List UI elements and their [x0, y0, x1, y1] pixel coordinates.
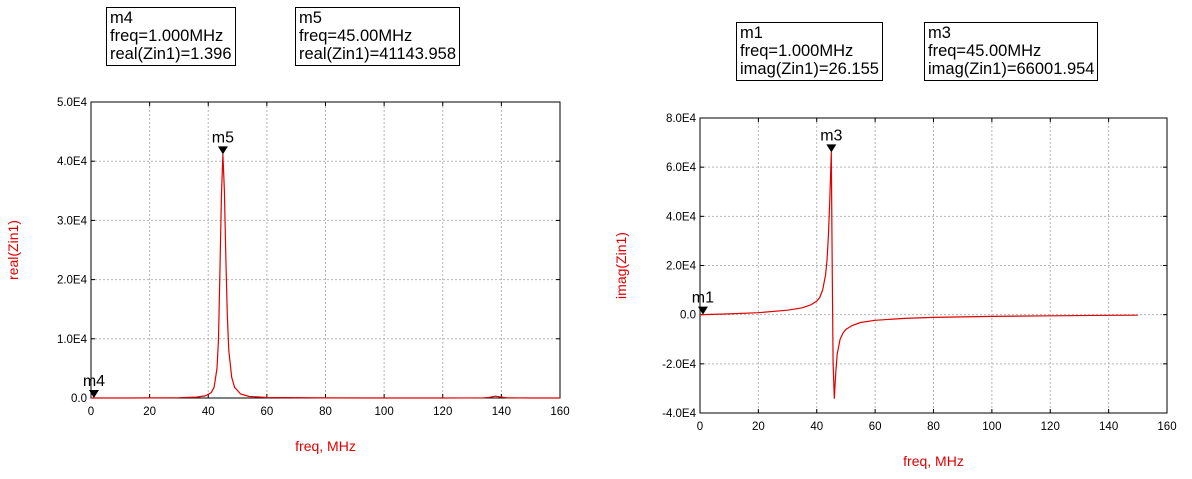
chart-2-x-tick-label: 40: [810, 421, 823, 433]
chart-1-x-axis-title: freq, MHz: [295, 438, 356, 454]
marker-freq: freq=45.00MHz: [299, 27, 413, 45]
chart-1-y-tick-label: 3.0E4: [57, 215, 88, 227]
chart-2-x-tick-label: 160: [1157, 421, 1176, 433]
marker-value: real(Zin1)=1.396: [110, 45, 232, 63]
chart-1-series-line: [91, 153, 560, 399]
chart-1-x-tick-label: 100: [375, 406, 394, 418]
chart-1-x-tick-label: 0: [88, 406, 94, 418]
chart-1-y-tick-label: 4.0E4: [57, 156, 88, 168]
chart-1-y-tick-label: 0.0: [71, 393, 87, 405]
chart-2-x-tick-label: 120: [1041, 421, 1060, 433]
chart-1-x-tick-label: 140: [492, 406, 511, 418]
chart-2-y-tick-label: -2.0E4: [662, 359, 696, 371]
marker-freq: freq=1.000MHz: [740, 42, 854, 60]
marker-freq: freq=45.00MHz: [928, 42, 1042, 60]
chart-2-y-tick-label: 4.0E4: [666, 211, 697, 223]
chart-1-marker-label-m4: m4: [83, 373, 105, 390]
chart-2-y-tick-label: 6.0E4: [666, 162, 697, 174]
chart-2-x-tick-label: 100: [982, 421, 1001, 433]
chart-2-x-tick-label: 140: [1099, 421, 1118, 433]
chart-1-x-tick-label: 120: [433, 406, 452, 418]
chart-2-y-tick-label: 8.0E4: [666, 113, 697, 125]
chart-2-marker-label-m3: m3: [820, 127, 842, 144]
chart-1-x-tick-label: 160: [550, 406, 569, 418]
chart-1-x-tick-label: 40: [202, 406, 215, 418]
marker-freq: freq=1.000MHz: [110, 27, 224, 45]
chart-1-marker-m5: [217, 146, 228, 155]
marker-box-m1: m1 freq=1.000MHz imag(Zin1)=26.155: [736, 22, 883, 81]
chart-2-x-tick-label: 0: [697, 421, 703, 433]
chart-1-x-tick-label: 60: [260, 406, 273, 418]
marker-name: m1: [740, 24, 763, 42]
chart-1-y-tick-label: 2.0E4: [57, 275, 88, 287]
chart-1-y-tick-label: 5.0E4: [57, 97, 88, 109]
marker-box-m5: m5 freq=45.00MHz real(Zin1)=41143.958: [295, 7, 461, 66]
chart-1-x-tick-label: 20: [143, 406, 156, 418]
marker-value: imag(Zin1)=66001.954: [928, 60, 1095, 78]
marker-box-m3: m3 freq=45.00MHz imag(Zin1)=66001.954: [924, 22, 1099, 81]
chart-2-x-tick-label: 60: [869, 421, 882, 433]
marker-value: real(Zin1)=41143.958: [299, 45, 457, 63]
marker-name: m5: [299, 9, 322, 27]
chart-1-y-axis-title: real(Zin1): [5, 220, 21, 280]
marker-name: m3: [928, 24, 951, 42]
marker-box-m4: m4 freq=1.000MHz real(Zin1)=1.396: [106, 7, 236, 66]
chart-2-x-tick-label: 20: [752, 421, 765, 433]
chart-2-marker-label-m1: m1: [692, 290, 714, 307]
chart-1-marker-m4: [88, 389, 99, 398]
marker-value: imag(Zin1)=26.155: [740, 60, 879, 78]
chart-1-y-tick-label: 1.0E4: [57, 334, 88, 346]
marker-name: m4: [110, 9, 133, 27]
chart-2-marker-m3: [826, 144, 837, 153]
chart-2-marker-m1: [697, 306, 708, 315]
chart-2-y-tick-label: -4.0E4: [662, 408, 696, 420]
chart-2-x-axis-title: freq, MHz: [903, 453, 964, 469]
chart-2-series-line: [700, 151, 1138, 399]
chart-2-x-tick-label: 80: [927, 421, 940, 433]
chart-2-y-tick-label: 0.0: [680, 310, 696, 322]
chart-1-x-tick-label: 80: [319, 406, 332, 418]
chart-1-marker-label-m5: m5: [212, 129, 234, 146]
chart-2-y-axis-title: imag(Zin1): [613, 232, 629, 299]
chart-2-y-tick-label: 2.0E4: [666, 261, 697, 273]
